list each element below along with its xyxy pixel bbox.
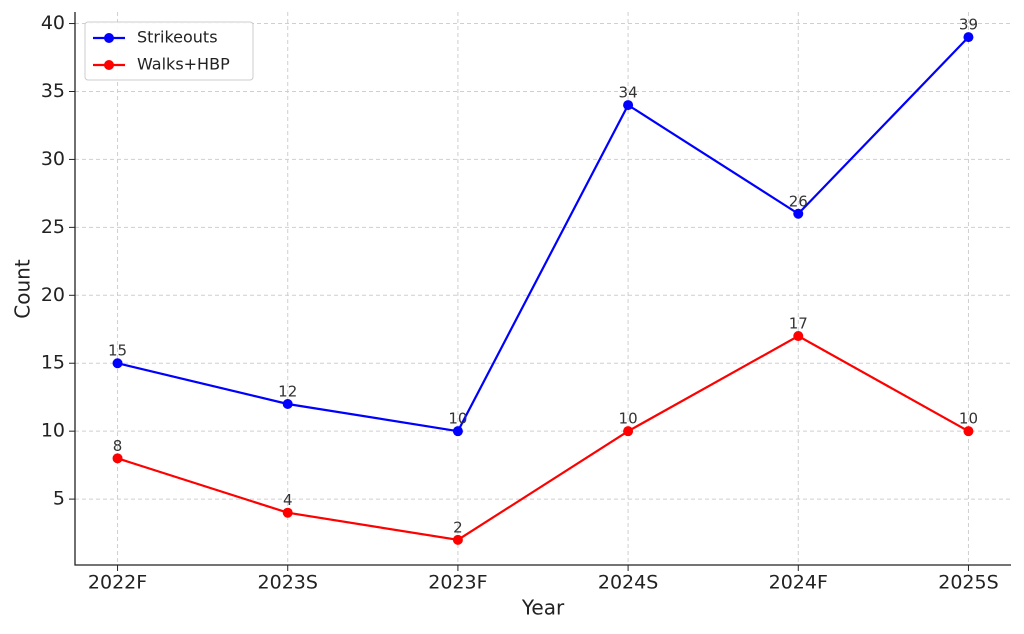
- series-line: [117, 334, 969, 542]
- data-point: [112, 453, 123, 464]
- data-label: 39: [959, 16, 978, 34]
- x-tick-label: 2025S: [938, 572, 998, 594]
- data-label: 17: [789, 315, 808, 333]
- data-point: [282, 507, 293, 518]
- y-axis-label: Count: [11, 259, 35, 319]
- data-label: 26: [789, 192, 808, 210]
- data-point: [452, 426, 463, 437]
- legend: Strikeouts Walks+HBP: [84, 21, 254, 81]
- data-point: [793, 208, 804, 219]
- x-tick-label: 2022F: [88, 572, 147, 594]
- y-tick-label: 10: [41, 420, 65, 442]
- x-tick-label: 2024S: [598, 572, 658, 594]
- y-tick-label: 25: [41, 216, 65, 238]
- data-label: 2: [453, 518, 463, 536]
- data-point: [793, 331, 804, 342]
- legend-marker: [104, 33, 114, 43]
- axis-frame: [74, 12, 1011, 566]
- data-label: 8: [113, 437, 123, 455]
- x-tick-label: 2023F: [428, 572, 487, 594]
- data-label: 15: [108, 342, 127, 360]
- legend-box: [84, 21, 254, 81]
- data-label: 10: [448, 410, 467, 428]
- y-tick-label: 15: [41, 352, 65, 374]
- data-point: [112, 358, 123, 369]
- data-label: 12: [278, 382, 297, 400]
- legend-label: Walks+HBP: [137, 55, 230, 74]
- data-point: [282, 398, 293, 409]
- legend-marker: [104, 60, 114, 70]
- data-point: [623, 426, 634, 437]
- data-label: 10: [959, 410, 978, 428]
- y-tick-label: 40: [41, 12, 65, 34]
- legend-label: Strikeouts: [137, 28, 218, 47]
- data-label: 34: [619, 84, 638, 102]
- data-label: 10: [619, 410, 638, 428]
- data-point: [452, 534, 463, 545]
- data-point: [623, 100, 634, 111]
- series-line: [117, 36, 970, 433]
- data-label: 4: [283, 491, 293, 509]
- y-tick-label: 5: [53, 488, 65, 510]
- y-tick-label: 30: [41, 148, 65, 170]
- data-point: [963, 32, 974, 43]
- x-tick-label: 2023S: [258, 572, 318, 594]
- y-tick-label: 35: [41, 80, 65, 102]
- x-tick-label: 2024F: [769, 572, 828, 594]
- data-point: [963, 426, 974, 437]
- y-tick-label: 20: [41, 284, 65, 306]
- x-axis-label: Year: [521, 596, 565, 620]
